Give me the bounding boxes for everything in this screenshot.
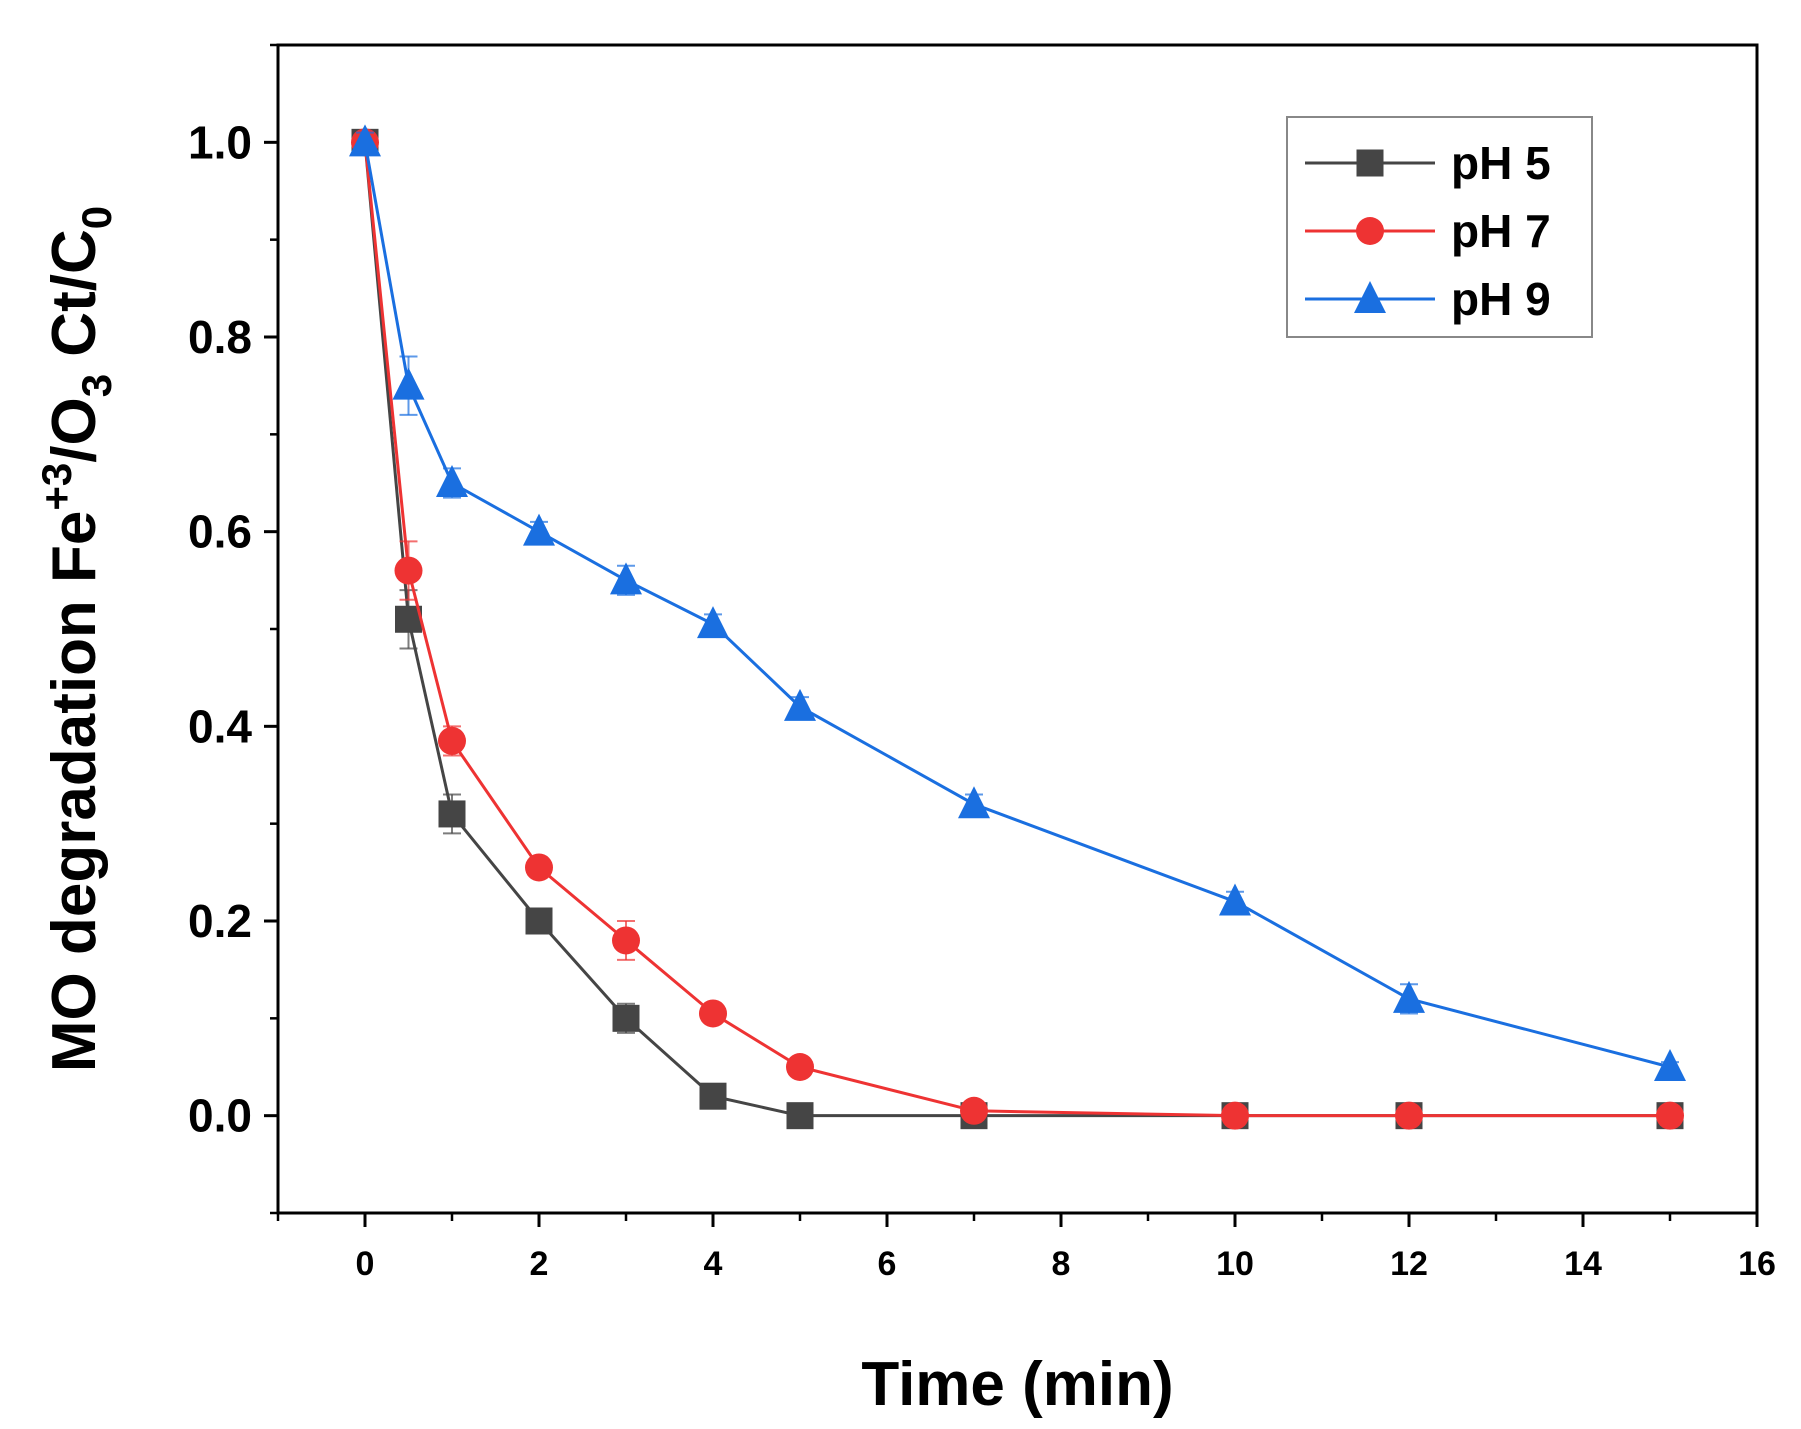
data-point bbox=[610, 562, 642, 595]
x-tick-label: 10 bbox=[1216, 1245, 1254, 1283]
legend-label: pH 5 bbox=[1451, 137, 1551, 189]
x-tick-label: 8 bbox=[1052, 1245, 1071, 1283]
legend-label: pH 7 bbox=[1451, 205, 1551, 257]
data-point bbox=[395, 605, 422, 633]
x-tick-label: 2 bbox=[530, 1245, 549, 1283]
legend-marker bbox=[1356, 149, 1384, 177]
data-point bbox=[436, 465, 468, 497]
x-tick-label: 16 bbox=[1738, 1245, 1776, 1283]
data-point bbox=[1221, 1101, 1249, 1130]
x-tick-label: 14 bbox=[1564, 1245, 1602, 1283]
data-point bbox=[523, 513, 555, 546]
data-point bbox=[958, 786, 990, 819]
data-point bbox=[394, 556, 423, 585]
data-point bbox=[525, 853, 553, 882]
x-axis-title: Time (min) bbox=[861, 1350, 1173, 1419]
data-point bbox=[612, 1004, 640, 1032]
data-point bbox=[960, 1096, 988, 1125]
y-axis-title: MO degradation Fe+3/O3 Ct/C0 bbox=[33, 206, 120, 1072]
x-tick-label: 6 bbox=[878, 1245, 897, 1283]
data-point bbox=[349, 124, 381, 157]
x-tick-label: 0 bbox=[356, 1245, 375, 1283]
y-tick-label: 0.8 bbox=[188, 311, 252, 363]
series-ph-9 bbox=[349, 124, 1686, 1081]
data-point bbox=[699, 1082, 727, 1110]
data-point bbox=[438, 726, 466, 755]
legend-item: pH 7 bbox=[1305, 205, 1551, 257]
y-tick-label: 0.2 bbox=[188, 895, 252, 947]
data-point bbox=[784, 688, 816, 721]
legend-label: pH 9 bbox=[1451, 273, 1551, 325]
y-tick-label: 0.6 bbox=[188, 506, 252, 558]
data-point bbox=[1656, 1101, 1684, 1130]
data-point bbox=[1219, 883, 1251, 916]
y-tick-label: 0.4 bbox=[188, 700, 252, 752]
data-point bbox=[786, 1102, 814, 1130]
data-point bbox=[612, 926, 640, 955]
y-tick-label: 1.0 bbox=[188, 116, 252, 168]
x-tick-label: 12 bbox=[1390, 1245, 1428, 1283]
x-tick-label: 4 bbox=[704, 1245, 723, 1283]
data-point bbox=[392, 367, 425, 400]
data-point bbox=[1393, 980, 1425, 1013]
data-point bbox=[525, 907, 553, 935]
legend-item: pH 9 bbox=[1305, 273, 1551, 325]
data-point bbox=[1395, 1101, 1423, 1130]
y-tick-label: 0.0 bbox=[188, 1090, 252, 1142]
data-point bbox=[697, 606, 729, 639]
data-point bbox=[1654, 1049, 1686, 1081]
data-point bbox=[786, 1053, 814, 1081]
legend-marker bbox=[1356, 217, 1384, 245]
data-point bbox=[699, 999, 727, 1028]
legend-item: pH 5 bbox=[1305, 137, 1551, 189]
legend-marker bbox=[1354, 281, 1386, 313]
data-point bbox=[438, 800, 466, 828]
